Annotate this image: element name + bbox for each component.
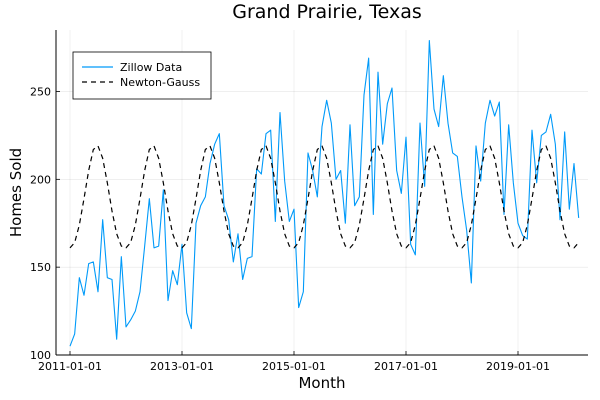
x-tick-label-3: 2017-01-01: [374, 360, 438, 373]
y-tick-label-1: 150: [30, 261, 51, 274]
chart-title: Grand Prairie, Texas: [232, 1, 422, 23]
y-axis-label: Homes Sold: [7, 148, 25, 237]
x-tick-label-1: 2013-01-01: [150, 360, 214, 373]
series-lines: [69, 39, 580, 347]
y-tick-label-0: 100: [30, 349, 51, 362]
x-tick-label-4: 2019-01-01: [486, 360, 550, 373]
legend: Zillow Data Newton-Gauss: [72, 51, 212, 100]
legend-box: [72, 51, 212, 100]
x-axis-label: Month: [298, 374, 345, 392]
legend-label-newton-gauss: Newton-Gauss: [120, 76, 200, 89]
y-tick-label-3: 250: [30, 85, 51, 98]
legend-label-zillow-data: Zillow Data: [120, 61, 182, 74]
tick-labels: 2011-01-01 2013-01-01 2015-01-01 2017-01-01…: [30, 85, 550, 373]
y-tick-label-2: 200: [30, 173, 51, 186]
x-tick-label-2: 2015-01-01: [262, 360, 326, 373]
x-tick-label-0: 2011-01-01: [38, 360, 102, 373]
axes: [55, 30, 588, 356]
series-line-zillow-data: [69, 39, 580, 347]
series-line-newton-gauss: [69, 145, 580, 249]
